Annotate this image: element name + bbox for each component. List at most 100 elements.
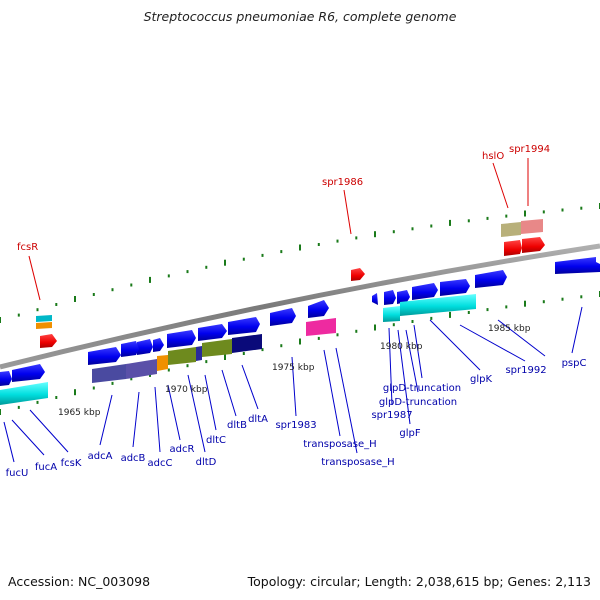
scale-tick <box>580 295 583 299</box>
scale-tick <box>392 230 395 234</box>
gene-arrow[interactable] <box>228 317 260 335</box>
gene-arrow[interactable] <box>121 341 139 357</box>
gene-arrow-red[interactable] <box>351 268 365 281</box>
scale-tick <box>224 259 226 266</box>
gene-arrow[interactable] <box>475 270 507 288</box>
gene-arrow[interactable] <box>167 330 196 348</box>
gene-label-fcsK: fcsK <box>61 458 82 469</box>
scale-tick <box>524 300 526 307</box>
gene-label-spr1987: spr1987 <box>371 410 412 421</box>
scale-tick <box>130 283 133 287</box>
scale-tick <box>449 219 451 226</box>
scale-tick <box>430 316 433 320</box>
gene-label-adcB: adcB <box>121 453 146 464</box>
scale-tick <box>280 250 283 254</box>
scale-tick <box>486 216 489 220</box>
scale-tick <box>0 317 1 323</box>
gene-label-glpD-truncation-2: glpD-truncation <box>383 383 461 394</box>
scale-tick <box>542 300 545 304</box>
accession-text: Accession: NC_003098 <box>8 574 151 589</box>
scale-tick <box>55 396 58 399</box>
scale-tick <box>92 386 95 390</box>
gene-arrow[interactable] <box>384 290 396 305</box>
scale-label: 1980 kbp <box>380 342 423 352</box>
scale-tick <box>17 405 20 409</box>
scale-tick <box>430 224 433 228</box>
scale-tick <box>486 308 489 312</box>
gene-label-transposase-h-1: transposase_H <box>303 439 376 450</box>
scale-tick <box>392 323 395 327</box>
gene-arrow[interactable] <box>0 371 12 386</box>
scale-tick <box>467 219 470 223</box>
scale-tick <box>74 296 76 302</box>
red-gene-labels: fcsR spr1986 hslO spr1994 <box>17 144 550 253</box>
gene-arrow[interactable] <box>270 308 296 326</box>
scale-tick <box>130 377 133 381</box>
scale-tick <box>467 311 470 314</box>
gene-label-dltD: dltD <box>196 457 217 468</box>
scale-tick <box>36 400 39 404</box>
scale-tick <box>355 236 358 240</box>
gene-label-spr1992: spr1992 <box>505 365 546 376</box>
gene-label-glpF: glpF <box>399 428 420 439</box>
scale-tick <box>224 354 226 360</box>
scale-tick <box>242 257 245 261</box>
gene-arrow[interactable] <box>372 293 378 305</box>
scale-label: 1970 kbp <box>165 385 208 395</box>
gene-arrow[interactable] <box>555 257 600 274</box>
scale-tick <box>74 389 76 396</box>
scale-tick <box>374 231 376 238</box>
gene-label-spr1994: spr1994 <box>509 144 550 155</box>
scale-tick <box>542 210 545 214</box>
gene-label-spr1983: spr1983 <box>275 420 316 431</box>
gene-leader-lines <box>3 306 583 463</box>
scale-tick <box>449 311 451 318</box>
gene-arrow[interactable] <box>12 364 45 382</box>
scale-ticks <box>0 203 600 415</box>
scale-tick <box>149 276 151 283</box>
gene-arrow-red[interactable] <box>40 334 57 348</box>
gene-label-dltA: dltA <box>248 414 268 425</box>
gene-label-glpK: glpK <box>470 374 492 385</box>
scale-tick <box>0 409 1 415</box>
scale-tick <box>261 348 264 352</box>
gene-label-fucA: fucA <box>35 462 57 473</box>
forward-strand-genes <box>0 257 600 386</box>
scale-tick <box>561 208 564 212</box>
gene-arrow[interactable] <box>308 300 329 318</box>
gene-label-glpD-truncation-1: glpD-truncation <box>379 397 457 408</box>
scale-tick <box>92 293 95 296</box>
gene-arrow[interactable] <box>440 279 470 296</box>
scale-tick <box>374 324 376 331</box>
scale-tick <box>580 206 583 210</box>
scale-tick <box>317 336 320 340</box>
scale-tick <box>167 368 170 372</box>
gene-label-adcC: adcC <box>148 458 173 469</box>
gene-arrow[interactable] <box>153 338 164 352</box>
gene-label-adcA: adcA <box>88 451 113 462</box>
gene-arrow[interactable] <box>198 324 227 341</box>
gene-arrow[interactable] <box>397 290 410 304</box>
scale-tick <box>186 270 189 274</box>
gene-arrow-red[interactable] <box>522 237 545 253</box>
scale-tick <box>17 313 20 317</box>
scale-tick <box>242 352 245 355</box>
scale-label: 1985 kbp <box>488 324 531 334</box>
scale-tick <box>505 214 508 218</box>
gene-arrow[interactable] <box>412 283 438 300</box>
gene-arrow[interactable] <box>137 339 153 355</box>
map-title: Streptococcus pneumoniae R6, complete ge… <box>143 9 457 24</box>
scale-tick <box>317 243 320 246</box>
scale-tick <box>167 274 170 278</box>
scale-label: 1965 kbp <box>58 408 101 418</box>
scale-label: 1975 kbp <box>272 363 315 373</box>
topology-text: Topology: circular; Length: 2,038,615 bp… <box>247 574 591 589</box>
scale-tick <box>411 227 414 231</box>
scale-tick <box>524 210 526 217</box>
gene-arrow-red[interactable] <box>504 240 522 256</box>
gene-arrow[interactable] <box>88 347 121 365</box>
scale-tick <box>205 360 208 364</box>
scale-tick <box>111 381 114 385</box>
scale-tick <box>336 333 339 337</box>
gene-label-hslO: hslO <box>482 151 504 162</box>
